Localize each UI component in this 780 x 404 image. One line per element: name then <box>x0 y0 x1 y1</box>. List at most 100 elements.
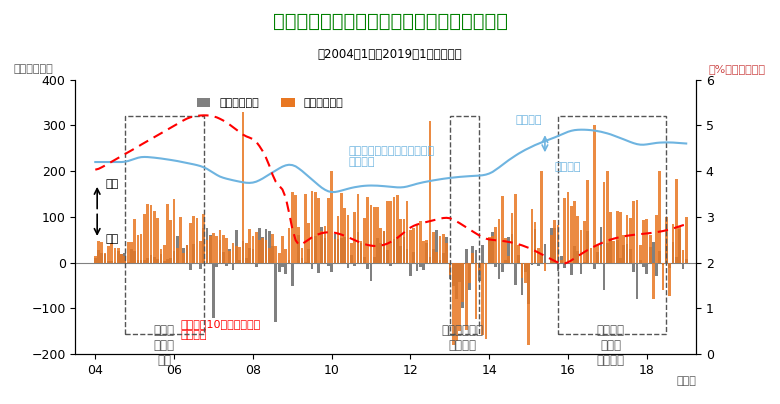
Bar <box>133 251 136 263</box>
Bar <box>261 238 264 263</box>
Bar <box>432 232 434 263</box>
Bar <box>399 219 402 263</box>
Bar <box>622 236 625 263</box>
Bar <box>98 241 100 263</box>
Bar <box>229 249 231 263</box>
Bar <box>245 243 247 263</box>
Bar <box>685 259 687 263</box>
Bar <box>495 227 497 263</box>
Bar <box>609 238 612 263</box>
Bar <box>471 246 474 263</box>
Bar <box>133 219 136 263</box>
Bar <box>232 243 234 263</box>
Bar <box>245 257 247 263</box>
Bar <box>370 205 372 263</box>
Bar <box>363 257 366 263</box>
Bar <box>386 201 388 263</box>
Bar <box>310 263 314 269</box>
Bar <box>626 244 629 263</box>
Bar <box>517 255 520 263</box>
Bar <box>264 240 268 263</box>
Bar <box>409 263 412 276</box>
Bar <box>297 235 300 263</box>
Bar <box>501 263 504 272</box>
Bar <box>580 263 583 274</box>
Bar <box>199 263 202 269</box>
Bar <box>576 216 580 263</box>
Bar <box>448 263 452 279</box>
Bar <box>258 240 261 263</box>
Bar <box>225 238 228 263</box>
Bar <box>304 194 307 263</box>
Bar <box>94 257 97 263</box>
Bar <box>179 217 182 263</box>
Bar <box>363 218 366 263</box>
Bar <box>530 263 534 265</box>
Bar <box>337 216 339 263</box>
Bar <box>396 237 399 263</box>
Bar <box>186 245 189 263</box>
Bar <box>101 252 103 263</box>
Bar <box>376 207 379 263</box>
Bar <box>652 263 654 299</box>
Bar <box>468 263 471 290</box>
Bar <box>350 243 353 263</box>
Bar <box>459 263 461 282</box>
Bar <box>685 217 687 263</box>
Bar <box>642 220 645 263</box>
Bar <box>419 263 422 267</box>
Bar <box>173 251 176 263</box>
Bar <box>478 263 480 281</box>
Bar <box>114 262 116 263</box>
Bar <box>376 238 379 263</box>
Text: （億米ドル）: （億米ドル） <box>13 64 53 74</box>
Bar <box>314 236 317 263</box>
Bar <box>406 249 409 263</box>
Bar <box>356 194 360 263</box>
Bar <box>665 217 668 263</box>
Bar <box>448 263 452 275</box>
Bar <box>511 213 513 263</box>
Bar <box>521 263 523 295</box>
Bar <box>668 263 671 296</box>
Bar <box>416 263 418 271</box>
Bar <box>209 235 211 263</box>
Bar <box>462 263 464 308</box>
Bar <box>471 253 474 263</box>
Bar <box>215 236 218 263</box>
Bar <box>550 228 553 263</box>
Bar <box>596 252 599 263</box>
Bar <box>183 248 185 263</box>
Bar <box>281 263 284 267</box>
Bar <box>373 257 376 263</box>
Bar <box>682 250 684 263</box>
Bar <box>600 246 602 263</box>
Bar <box>425 240 428 263</box>
Bar <box>661 263 665 290</box>
Bar <box>465 249 467 263</box>
Bar <box>156 218 159 263</box>
Bar <box>547 263 549 264</box>
Bar <box>268 248 271 263</box>
Bar <box>655 263 658 276</box>
Bar <box>679 225 681 263</box>
Bar <box>278 263 281 272</box>
Bar <box>206 240 208 263</box>
Bar <box>459 263 461 331</box>
Bar <box>160 254 162 263</box>
Bar <box>147 204 149 263</box>
Bar <box>629 218 632 263</box>
Bar <box>189 263 192 269</box>
Bar <box>136 260 140 263</box>
Bar <box>264 229 268 263</box>
Bar <box>120 254 123 263</box>
Bar <box>304 262 307 263</box>
Bar <box>422 263 425 270</box>
Bar <box>682 263 684 269</box>
Bar <box>501 196 504 263</box>
Bar <box>248 229 251 263</box>
Bar <box>649 246 651 263</box>
Bar <box>422 241 425 263</box>
Text: 事前の
利上げ
示唆: 事前の 利上げ 示唆 <box>154 324 175 367</box>
Bar <box>392 198 395 263</box>
